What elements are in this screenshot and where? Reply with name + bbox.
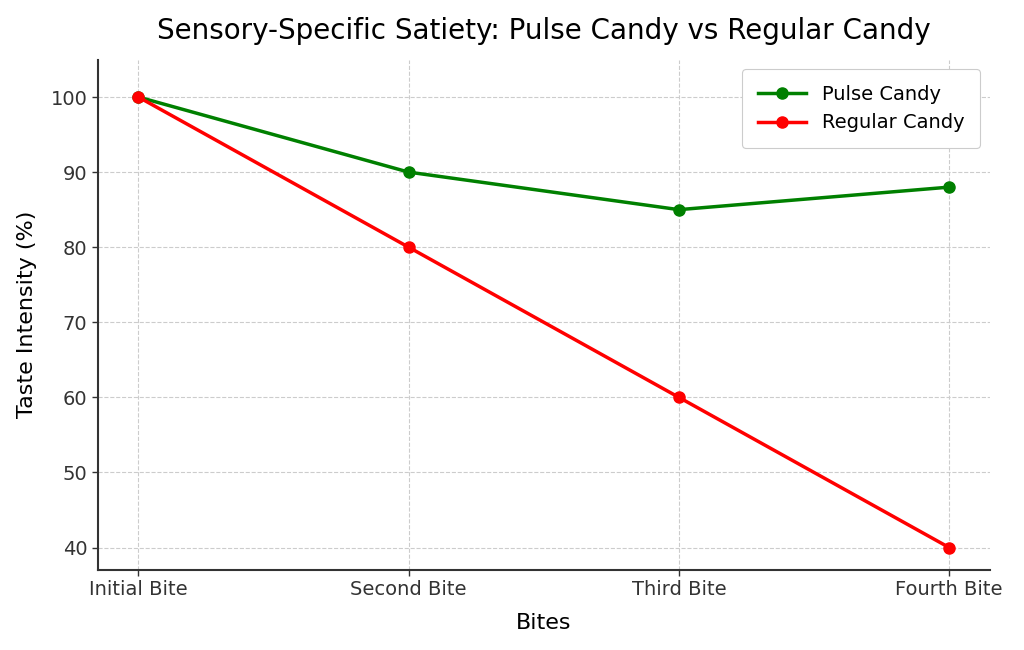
Title: Sensory-Specific Satiety: Pulse Candy vs Regular Candy: Sensory-Specific Satiety: Pulse Candy vs… [157,17,931,45]
X-axis label: Bites: Bites [516,614,571,633]
Regular Candy [943,543,955,551]
Y-axis label: Taste Intensity (%): Taste Intensity (%) [16,211,37,419]
Regular Candy [673,393,685,401]
Line: Regular Candy: Regular Candy [133,92,954,553]
Pulse Candy [132,93,144,101]
Pulse Candy [673,206,685,214]
Regular Candy [402,243,415,251]
Legend: Pulse Candy, Regular Candy: Pulse Candy, Regular Candy [742,69,980,148]
Regular Candy [132,93,144,101]
Line: Pulse Candy: Pulse Candy [133,92,954,215]
Pulse Candy [943,183,955,191]
Pulse Candy [402,168,415,176]
